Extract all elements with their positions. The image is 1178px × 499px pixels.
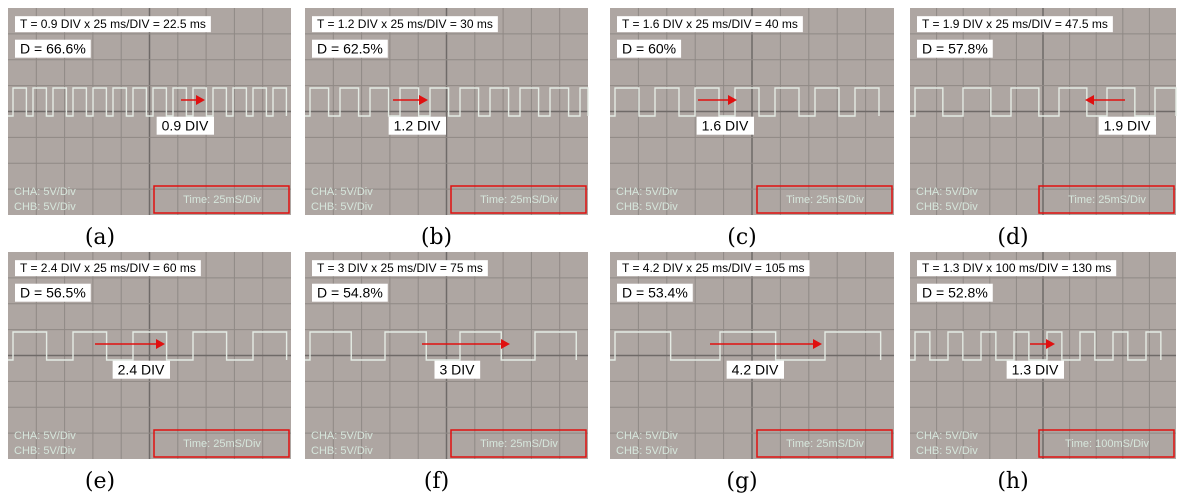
caption: (a)	[85, 225, 115, 250]
label: D = 62.5%	[317, 41, 383, 57]
scope-text: Time: 25mS/Div	[1068, 194, 1146, 206]
scope-panel: T = 3 DIV x 25 ms/DIV = 75 ms D = 54.8% 3 …	[305, 252, 588, 459]
scope-text: Time: 25mS/Div	[786, 194, 864, 206]
scope-panel: T = 4.2 DIV x 25 ms/DIV = 105 ms D = 53.4…	[610, 252, 894, 459]
caption: (d)	[997, 225, 1028, 250]
scope-text: CHA: 5V/Div	[311, 430, 373, 442]
label: 1.3 DIV	[1012, 362, 1059, 378]
label: T = 4.2 DIV x 25 ms/DIV = 105 ms	[622, 261, 805, 275]
scope-text: CHB: 5V/Div	[14, 445, 76, 457]
label: T = 1.6 DIV x 25 ms/DIV = 40 ms	[622, 17, 798, 31]
label: T = 1.2 DIV x 25 ms/DIV = 30 ms	[317, 17, 493, 31]
scope-panel: T = 1.9 DIV x 25 ms/DIV = 47.5 ms D = 57.…	[910, 8, 1176, 215]
label: D = 60%	[622, 41, 676, 57]
label: T = 2.4 DIV x 25 ms/DIV = 60 ms	[20, 261, 196, 275]
label: D = 66.6%	[20, 41, 86, 57]
caption: (e)	[85, 469, 115, 494]
scope-text: CHA: 5V/Div	[616, 430, 678, 442]
scope-text: CHA: 5V/Div	[14, 186, 76, 198]
scope-text: Time: 25mS/Div	[183, 438, 261, 450]
label: 1.9 DIV	[1104, 118, 1151, 134]
caption: (h)	[997, 469, 1028, 494]
label: T = 0.9 DIV x 25 ms/DIV = 22.5 ms	[20, 17, 206, 31]
scope-panel: T = 2.4 DIV x 25 ms/DIV = 60 ms D = 56.5%…	[8, 252, 291, 459]
scope-text: CHA: 5V/Div	[616, 186, 678, 198]
scope-text: Time: 25mS/Div	[183, 194, 261, 206]
scope-panel: T = 1.6 DIV x 25 ms/DIV = 40 ms D = 60% 1.…	[610, 8, 894, 215]
scope-text: CHB: 5V/Div	[616, 445, 678, 457]
scope-text: CHB: 5V/Div	[916, 201, 978, 213]
label: 3 DIV	[439, 362, 475, 378]
label: D = 54.8%	[317, 285, 383, 301]
figure: T = 0.9 DIV x 25 ms/DIV = 22.5 ms D = 66.…	[0, 0, 1178, 499]
scope-text: CHA: 5V/Div	[916, 430, 978, 442]
label: D = 56.5%	[20, 285, 86, 301]
scope-panel: T = 0.9 DIV x 25 ms/DIV = 22.5 ms D = 66.…	[8, 8, 291, 215]
scope-text: CHB: 5V/Div	[311, 445, 373, 457]
label: T = 1.9 DIV x 25 ms/DIV = 47.5 ms	[922, 17, 1108, 31]
label: T = 3 DIV x 25 ms/DIV = 75 ms	[317, 261, 483, 275]
scope-panel: T = 1.3 DIV x 100 ms/DIV = 130 ms D = 52.…	[910, 252, 1176, 459]
scope-text: Time: 100mS/Div	[1065, 438, 1149, 450]
scope-text: CHB: 5V/Div	[916, 445, 978, 457]
label: 1.6 DIV	[702, 118, 749, 134]
caption: (g)	[726, 469, 757, 494]
label: D = 57.8%	[922, 41, 988, 57]
label: 1.2 DIV	[394, 118, 441, 134]
scope-text: CHB: 5V/Div	[14, 201, 76, 213]
caption: (f)	[424, 469, 449, 494]
scope-text: CHB: 5V/Div	[616, 201, 678, 213]
scope-text: Time: 25mS/Div	[480, 438, 558, 450]
label: 2.4 DIV	[118, 362, 165, 378]
scope-text: CHA: 5V/Div	[311, 186, 373, 198]
caption: (b)	[421, 225, 452, 250]
label: T = 1.3 DIV x 100 ms/DIV = 130 ms	[922, 261, 1111, 275]
label: 0.9 DIV	[162, 118, 209, 134]
label: 4.2 DIV	[732, 362, 779, 378]
scope-text: CHB: 5V/Div	[311, 201, 373, 213]
scope-text: Time: 25mS/Div	[786, 438, 864, 450]
caption: (c)	[727, 225, 757, 250]
scope-panel: T = 1.2 DIV x 25 ms/DIV = 30 ms D = 62.5%…	[305, 8, 588, 215]
label: D = 53.4%	[622, 285, 688, 301]
scope-text: CHA: 5V/Div	[916, 186, 978, 198]
label: D = 52.8%	[922, 285, 988, 301]
scope-text: CHA: 5V/Div	[14, 430, 76, 442]
scope-text: Time: 25mS/Div	[480, 194, 558, 206]
